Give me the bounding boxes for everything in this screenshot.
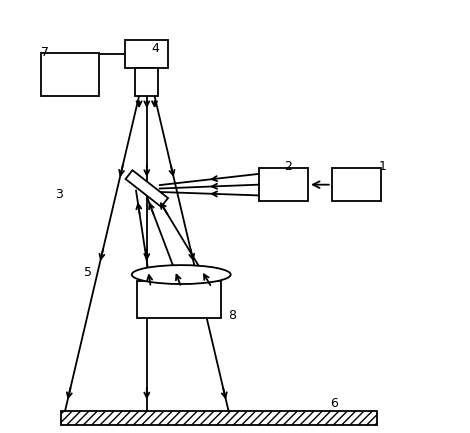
Bar [61,411,377,425]
Bar [137,281,221,317]
Text: 4: 4 [151,42,159,55]
Bar [125,40,168,68]
Bar [258,168,308,201]
Polygon shape [125,170,168,207]
Bar [332,168,381,201]
Bar [41,53,100,96]
Ellipse shape [132,265,231,284]
Text: 1: 1 [379,161,387,174]
Text: 2: 2 [284,161,292,174]
Text: 5: 5 [84,266,92,279]
Bar [135,68,158,96]
Text: 8: 8 [228,309,236,322]
Text: 6: 6 [329,397,337,410]
Text: 3: 3 [55,188,63,201]
Text: 7: 7 [40,46,48,59]
